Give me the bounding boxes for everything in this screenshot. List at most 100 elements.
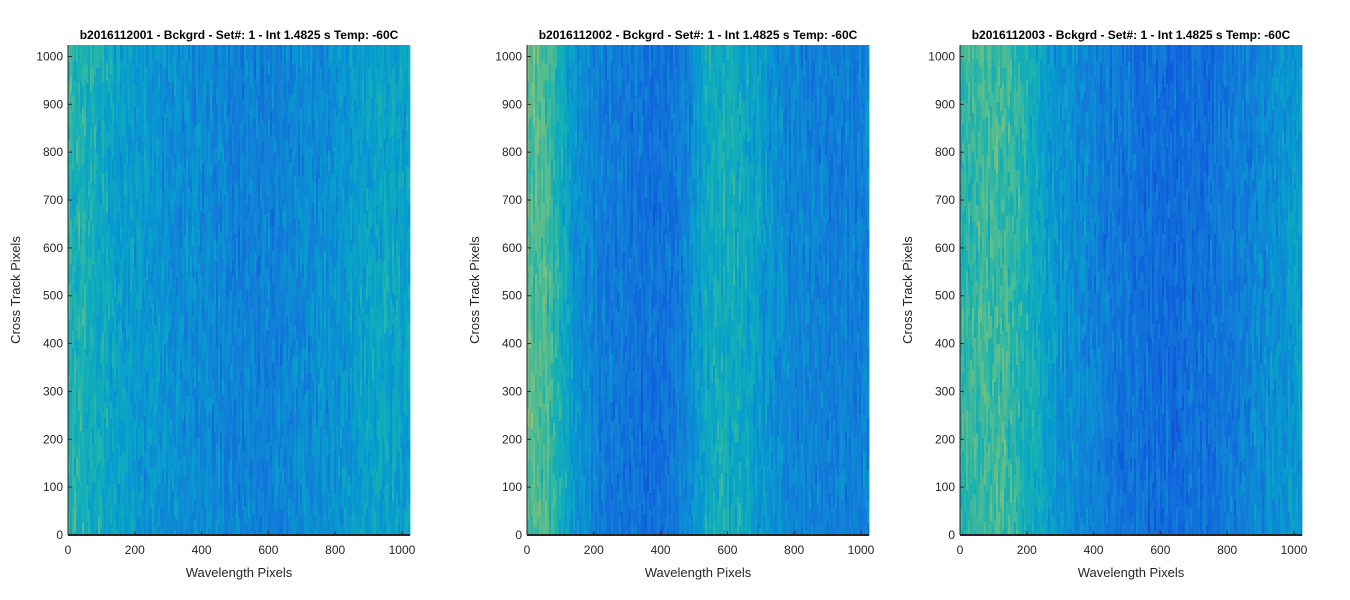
heatmap-cell [154,369,157,387]
heatmap-cell [90,376,93,400]
heatmap-cell [232,469,235,488]
heatmap-cell [100,206,103,227]
heatmap-cell [336,138,339,161]
heatmap-cell [172,289,175,312]
heatmap-cell [252,84,255,105]
heatmap-cell [318,45,321,62]
heatmap-cell [360,468,363,492]
heatmap-cell [348,421,351,443]
heatmap-cell [136,329,139,344]
heatmap-cell [212,63,215,78]
heatmap-cell [374,82,377,98]
heatmap-cell [180,487,183,511]
heatmap-cell [98,429,101,444]
heatmap-cell [230,423,233,440]
heatmap-cell [140,514,143,536]
heatmap-cell [156,247,159,262]
heatmap-cell [236,383,239,399]
heatmap-cell [356,207,359,227]
heatmap-cell [274,407,277,422]
heatmap-cell [114,504,117,519]
heatmap-cell [246,132,249,151]
heatmap-cell [100,510,103,531]
heatmap-cell [112,390,115,408]
heatmap-cell [272,123,275,140]
heatmap-cell [308,299,311,316]
heatmap-cell [164,68,167,85]
heatmap-cell [262,236,265,255]
heatmap-cell [126,317,129,341]
heatmap-cell [302,133,305,155]
heatmap-cell [254,272,257,289]
heatmap-cell [156,396,159,414]
heatmap-cell [168,518,171,534]
heatmap-cell [170,456,173,480]
heatmap-cell [124,328,127,350]
heatmap-cell [236,280,239,300]
heatmap-cell [168,461,171,481]
heatmap-cell [330,349,333,365]
heatmap-cell [190,154,193,178]
heatmap-cell [188,102,191,117]
heatmap-cell [344,489,347,509]
heatmap-cell [366,60,369,79]
heatmap-cell [142,45,145,67]
heatmap-cell [170,190,173,213]
heatmap-cell [246,421,249,439]
heatmap-cell [318,97,321,116]
heatmap-cell [334,302,337,319]
heatmap-cell [150,115,153,139]
heatmap-cell [88,459,91,475]
heatmap-cell [332,251,335,266]
heatmap-cell [158,447,161,468]
heatmap-cell [366,228,369,248]
heatmap-cell [82,86,85,108]
heatmap-cell [158,430,161,448]
heatmap-cell [126,242,129,259]
heatmap-cell [350,294,353,314]
heatmap-cell [250,478,253,499]
heatmap-cell [342,122,345,146]
heatmap-cell [334,45,337,65]
heatmap-cell [310,287,313,305]
heatmap-cell [118,174,121,194]
heatmap-cell [214,433,217,455]
heatmap-cell [180,447,183,471]
heatmap-cell [286,256,289,273]
heatmap-cell [150,45,153,64]
heatmap-cell [108,224,111,242]
heatmap-cell [296,100,299,119]
heatmap-cell [90,183,93,201]
heatmap-cell [192,64,195,81]
heatmap-cell [300,45,303,68]
heatmap-cell [348,326,351,341]
heatmap-cell [110,317,113,333]
heatmap-cell [156,511,159,528]
heatmap-cell [84,137,87,160]
heatmap-cell [278,350,281,373]
heatmap-cell [300,208,303,231]
heatmap-cell [322,341,325,362]
heatmap-cell [306,210,309,229]
heatmap-cell [188,486,191,506]
heatmap-cell [98,178,101,200]
heatmap-cell [344,285,347,303]
heatmap-cell [192,334,195,357]
heatmap-cell [158,484,161,507]
heatmap-cell [362,407,365,431]
heatmap-cell [296,339,299,358]
heatmap-cell [282,422,285,437]
heatmap-cell [288,382,291,398]
heatmap-cell [244,397,247,415]
heatmap-cell [90,524,93,536]
heatmap-cell [322,438,325,458]
heatmap-cell [308,105,311,126]
heatmap-cell [408,522,411,536]
heatmap-cell [254,507,257,531]
heatmap-cell [302,420,305,442]
heatmap-cell [98,156,101,179]
heatmap-cell [408,83,411,105]
heatmap-cell [178,372,181,387]
heatmap-cell [176,296,179,319]
heatmap-cell [340,408,343,429]
